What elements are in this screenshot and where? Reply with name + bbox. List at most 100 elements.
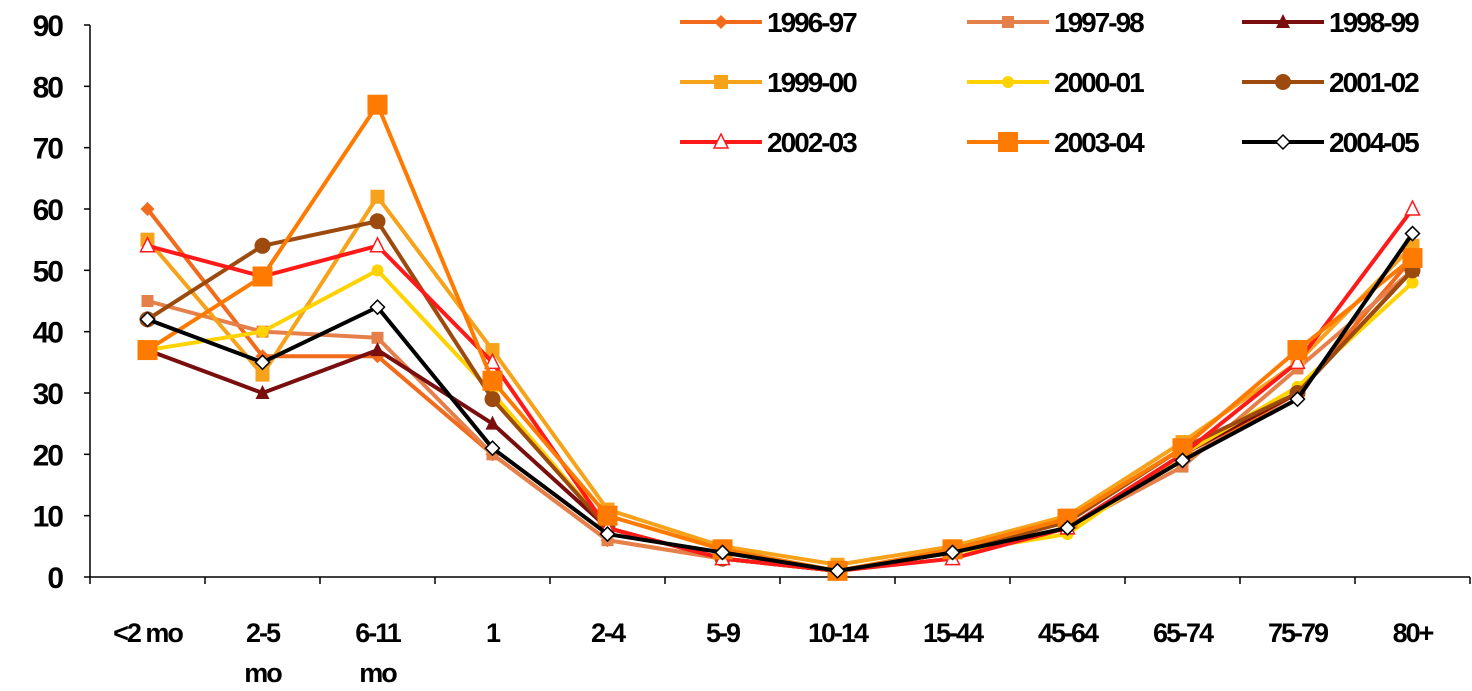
legend: 1996-97 1997-98 1998-99 1999-00 2000-01 2001-… [680, 7, 1421, 158]
y-tick-label: 50 [33, 255, 64, 288]
series-line [146, 102, 1414, 573]
data-point-square [141, 295, 154, 307]
data-point-diamond-open [1404, 225, 1421, 242]
data-point-square-large [252, 266, 273, 287]
series-line [146, 219, 1414, 573]
data-point-diamond-open [369, 299, 386, 316]
legend-label: 1996-97 [767, 7, 857, 38]
data-point-square [371, 331, 384, 344]
x-tick-label: 2-5 [246, 618, 281, 648]
series-layer [137, 94, 1423, 581]
data-point-diamond-open [599, 526, 616, 543]
data-point-circle [1275, 74, 1291, 90]
legend-item: 2001-02 [1242, 67, 1421, 98]
y-tick-label: 40 [33, 317, 64, 350]
data-point-triangle-open [712, 132, 730, 149]
legend-item: 2002-03 [680, 127, 859, 158]
series-2002-03 [139, 199, 1421, 578]
data-point-circle [254, 237, 271, 254]
data-point-diamond-open [484, 440, 501, 457]
legend-item: 2000-01 [967, 67, 1146, 98]
data-point-circle [484, 391, 501, 408]
legend-item: 1997-98 [967, 7, 1146, 38]
data-point-diamond-open [254, 354, 271, 371]
y-tick-label: 20 [33, 439, 64, 472]
legend-label: 2002-03 [767, 127, 857, 158]
y-tick-label: 90 [33, 10, 64, 43]
data-point-diamond-open [1174, 452, 1191, 469]
x-axis-ticks: <2 mo 2-5 mo 6-11 mo 1 2-4 5-9 10-14 15-44 45-64 65… [89, 577, 1471, 688]
y-axis-ticks: 0 10 20 30 40 50 60 70 80 90 [33, 10, 90, 595]
data-point-square-large [597, 505, 618, 526]
data-point-square [255, 367, 270, 382]
legend-label: 1997-98 [1054, 7, 1144, 38]
series-line [145, 207, 1415, 573]
y-tick-label: 0 [47, 562, 63, 595]
x-tick-label: 10-14 [808, 618, 869, 648]
data-point-square-large [482, 370, 503, 391]
data-point-square-large [998, 132, 1018, 152]
data-point-triangle [370, 342, 385, 357]
data-point-square-large [1402, 248, 1423, 269]
x-tick-label: 65-74 [1153, 618, 1214, 648]
x-tick-label: 15-44 [923, 618, 984, 648]
x-tick-label: 75-79 [1268, 618, 1329, 648]
y-tick-label: 10 [33, 501, 64, 534]
x-tick-label: mo [244, 658, 282, 688]
data-point-triangle [1276, 14, 1290, 28]
data-point-square [714, 75, 728, 89]
data-point-triangle-open [369, 236, 386, 253]
series-1999-00 [140, 189, 1420, 572]
data-point-square-large [1172, 438, 1193, 459]
series-line [146, 207, 1415, 573]
data-point-circle [1406, 276, 1419, 289]
x-tick-label: 80+ [1393, 618, 1434, 648]
x-tick-label: 2-4 [591, 618, 626, 648]
legend-item: 2004-05 [1242, 127, 1421, 158]
y-tick-label: 60 [33, 194, 64, 227]
y-tick-label: 70 [33, 133, 64, 166]
legend-label: 2004-05 [1329, 127, 1419, 158]
data-point-diamond [714, 15, 728, 29]
legend-label: 1999-00 [767, 67, 857, 98]
data-point-square [370, 189, 385, 204]
y-tick-label: 80 [33, 71, 64, 104]
data-point-diamond-open [1274, 133, 1292, 151]
data-point-circle [1002, 76, 1014, 88]
y-tick-label: 30 [33, 378, 64, 411]
legend-label: 2000-01 [1054, 67, 1144, 98]
series-2003-04 [137, 94, 1423, 581]
x-tick-label: 1 [486, 618, 501, 648]
data-point-triangle [485, 415, 500, 430]
series-line [145, 194, 1414, 567]
data-point-triangle-open [1404, 199, 1421, 216]
legend-item: 1998-99 [1242, 7, 1421, 38]
data-point-diamond-open [714, 544, 731, 561]
series-line [146, 232, 1415, 573]
data-point-diamond-open [829, 562, 846, 579]
data-point-square-large [1287, 340, 1308, 361]
legend-item: 1996-97 [680, 7, 859, 38]
data-point-square [485, 343, 500, 358]
legend-label: 1998-99 [1329, 7, 1419, 38]
series-2004-05 [139, 225, 1421, 579]
data-point-square-large [137, 340, 158, 361]
data-point-diamond-open [139, 311, 156, 328]
data-point-triangle-open [484, 352, 501, 370]
legend-label: 2003-04 [1054, 127, 1145, 158]
data-point-diamond-open [1059, 519, 1076, 536]
legend-item: 1999-00 [680, 67, 859, 98]
data-point-circle [371, 264, 384, 277]
data-point-circle [256, 325, 269, 338]
legend-item: 2003-04 [967, 127, 1147, 158]
data-point-circle [369, 213, 386, 230]
data-point-diamond-open [944, 544, 961, 561]
x-tick-label: 6-11 [355, 618, 402, 648]
x-tick-label: 5-9 [706, 618, 741, 648]
data-point-square [1002, 16, 1014, 28]
legend-label: 2001-02 [1329, 67, 1419, 98]
x-tick-label: 45-64 [1038, 618, 1099, 648]
data-point-square-large [367, 94, 388, 115]
x-tick-label: mo [359, 658, 397, 688]
